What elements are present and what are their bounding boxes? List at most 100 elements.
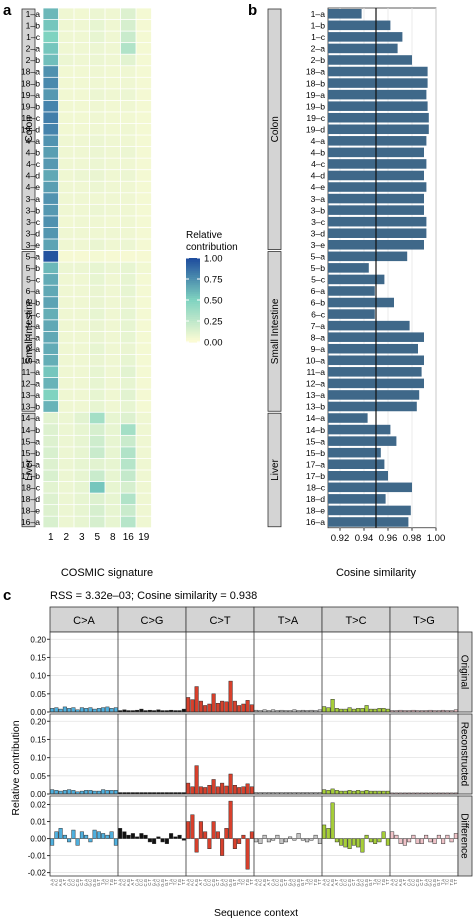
context-tick-label: A.C — [394, 879, 399, 886]
heatmap-cell — [74, 481, 90, 493]
heatmap-cell — [120, 19, 136, 31]
context-tick-label: T.T — [113, 879, 118, 885]
sample-label-a: 15–b — [21, 448, 40, 458]
heatmap-cell — [43, 19, 59, 31]
context-bar — [88, 838, 93, 843]
colorbar-segment — [186, 266, 200, 270]
heatmap-cell — [74, 505, 90, 516]
context-bar — [215, 703, 220, 713]
context-bar — [237, 838, 242, 844]
heatmap-cell — [89, 77, 105, 89]
heatmap-cell — [89, 366, 105, 378]
context-bar — [101, 789, 106, 795]
xtick-label-b: 0.96 — [379, 533, 398, 544]
similarity-bar — [328, 471, 388, 481]
context-tick-label: G.A — [423, 879, 428, 886]
heatmap-cell — [58, 366, 74, 378]
heatmap-cell — [105, 424, 121, 435]
heatmap-cell — [43, 135, 59, 147]
heatmap-cell — [105, 447, 121, 459]
context-bar — [203, 831, 208, 839]
colorbar-segment — [186, 308, 200, 312]
heatmap-cell — [58, 401, 74, 412]
colorbar-segment — [186, 262, 200, 265]
heatmap-cell — [58, 389, 74, 401]
heatmap-cell — [58, 412, 74, 424]
context-tick-label: G.T — [164, 879, 169, 886]
heatmap-cell — [89, 424, 105, 435]
heatmap-cell — [136, 66, 152, 77]
context-bar — [237, 705, 242, 713]
context-tick-label: A.A — [117, 879, 122, 886]
heatmap-cell — [136, 100, 152, 112]
heatmap-cell — [136, 181, 152, 193]
heatmap-cell — [58, 19, 74, 31]
context-tick-label: C.T — [79, 879, 84, 886]
context-bar — [198, 786, 203, 795]
heatmap-cell — [74, 123, 90, 135]
sample-label-b: 1–c — [311, 32, 326, 42]
heatmap-cell — [136, 147, 152, 158]
context-bar — [203, 705, 208, 713]
context-bar — [220, 838, 225, 856]
context-tick-label: A.C — [326, 879, 331, 886]
context-bar — [220, 782, 225, 795]
heatmap-legend: Relative contribution 1.00 0.75 0.50 0.25 0.… — [186, 230, 238, 349]
heatmap-cell — [43, 216, 59, 228]
sample-label-a: 8–a — [26, 332, 41, 342]
context-tick-label: A.G — [398, 879, 403, 886]
context-tick-label: C.C — [275, 879, 280, 886]
group-label-a: Colon — [24, 116, 35, 142]
heatmap-cell — [89, 331, 105, 343]
sample-label-a: 6–a — [26, 286, 41, 296]
context-tick-label: C.A — [202, 879, 207, 886]
context-bar — [92, 708, 97, 713]
heatmap-cell — [89, 181, 105, 193]
heatmap-cell — [120, 412, 136, 424]
context-tick-label: C.C — [71, 879, 76, 886]
category-header-label: T>A — [278, 615, 299, 627]
context-bar — [224, 828, 229, 839]
context-tick-label: A.A — [253, 879, 258, 886]
context-bar — [241, 703, 246, 713]
heatmap-cell — [105, 458, 121, 470]
sample-label-a: 3–d — [26, 228, 41, 238]
sample-label-a: 5–b — [26, 263, 41, 273]
context-bar — [385, 790, 390, 795]
context-tick-label: A.G — [58, 879, 63, 886]
heatmap-cell — [105, 147, 121, 158]
row-strip-label: Difference — [459, 813, 470, 859]
context-bar — [449, 838, 454, 843]
similarity-bar — [328, 309, 375, 319]
colorbar-segment — [186, 310, 200, 314]
context-tick-label: G.C — [292, 879, 297, 886]
heatmap-cell — [105, 8, 121, 20]
heatmap-cell — [136, 505, 152, 516]
heatmap-cell — [58, 250, 74, 262]
heatmap-cell — [58, 112, 74, 124]
context-bar — [254, 838, 259, 843]
similarity-bar — [328, 124, 429, 135]
heatmap-cell — [89, 343, 105, 355]
heatmap-cell — [120, 308, 136, 320]
sample-label-a: 4–e — [26, 182, 41, 192]
context-bar — [351, 790, 356, 795]
heatmap-cell — [136, 493, 152, 505]
heatmap-cell — [74, 285, 90, 297]
sample-label-a: 1–a — [26, 9, 41, 19]
heatmap-cell — [58, 458, 74, 470]
heatmap-cell — [74, 135, 90, 147]
context-tick-label: T.C — [445, 879, 450, 885]
heatmap-cell — [89, 308, 105, 320]
sample-label-b: 2–a — [311, 44, 326, 54]
context-tick-label: C.A — [338, 879, 343, 886]
context-tick-label: G.A — [219, 879, 224, 886]
heatmap-cell — [105, 481, 121, 493]
row-strip-label: Original — [459, 655, 470, 689]
heatmap-cell — [43, 424, 59, 435]
category-header — [185, 606, 255, 633]
sample-label-a: 19–b — [21, 101, 40, 111]
context-bar — [249, 831, 254, 839]
context-bar — [309, 838, 314, 841]
